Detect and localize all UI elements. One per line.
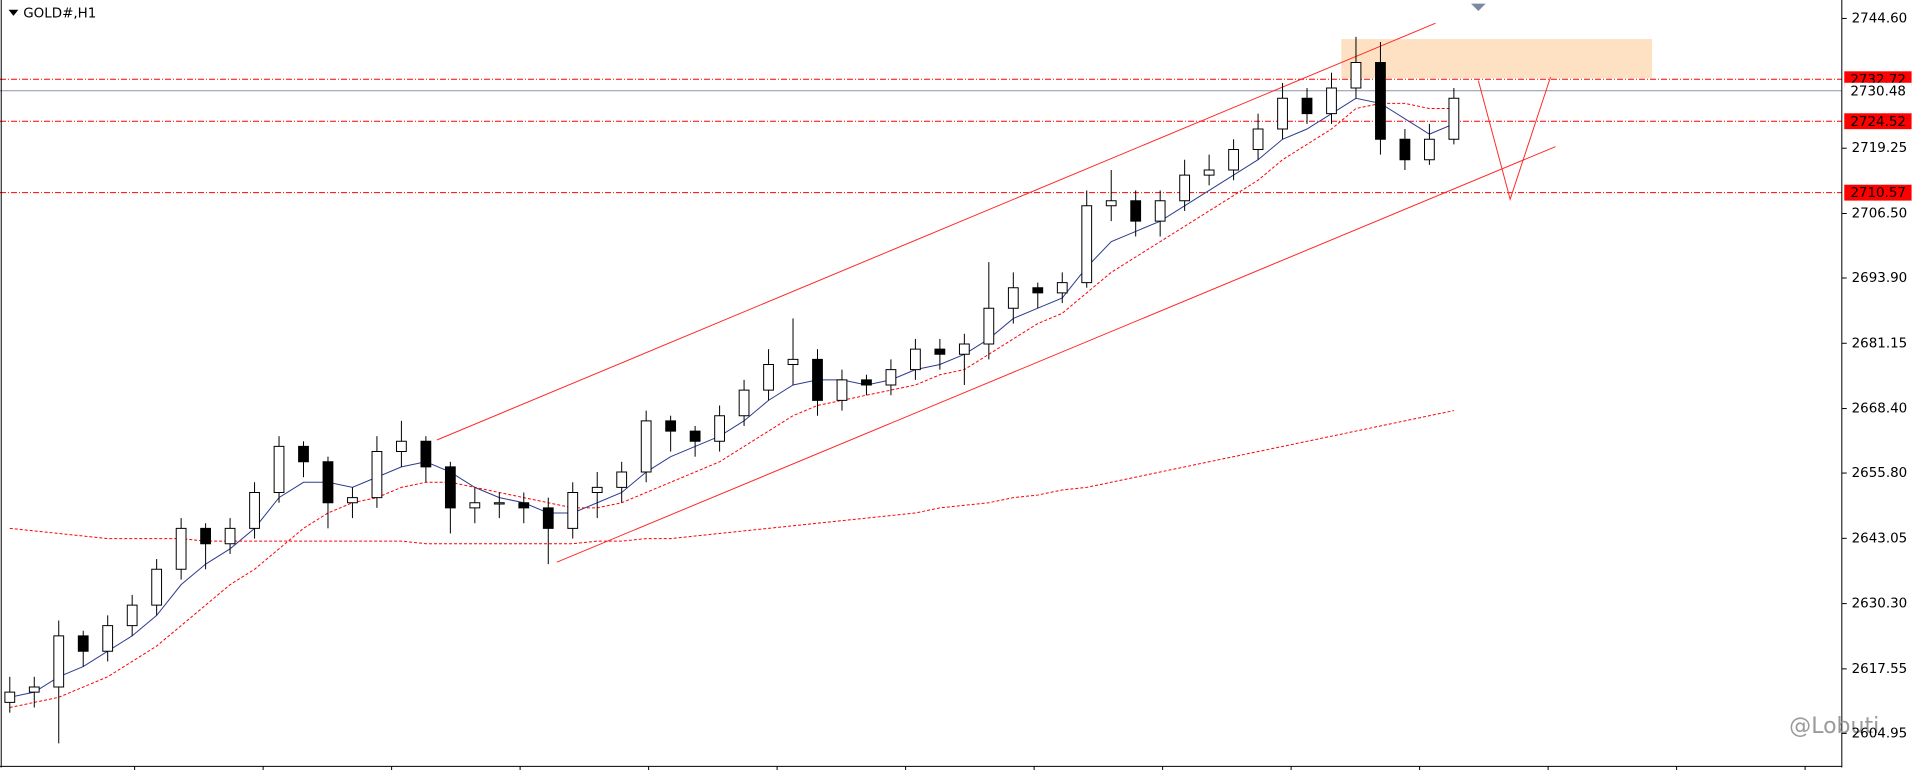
- level-label-box: [1844, 184, 1912, 201]
- zone: [1341, 39, 1653, 79]
- candle-body: [886, 370, 896, 385]
- candle-body: [1449, 98, 1459, 139]
- y-tick-label: 2706.50: [1852, 206, 1908, 221]
- candle-body: [715, 416, 725, 442]
- candle-body: [1033, 288, 1043, 293]
- candle-body: [813, 359, 823, 400]
- candle-body: [1351, 62, 1361, 88]
- candle-body: [250, 493, 260, 529]
- candle-body: [519, 503, 529, 508]
- candle-body: [78, 636, 88, 651]
- y-tick-label: 2630.30: [1852, 597, 1908, 612]
- y-tick-label: 2693.90: [1852, 271, 1908, 286]
- candle-body: [1327, 88, 1337, 114]
- channel-lower: [557, 147, 1556, 563]
- candle-body: [54, 636, 64, 687]
- candle-body: [617, 472, 627, 487]
- candle-body: [1376, 62, 1386, 139]
- moving-average: [10, 103, 1454, 707]
- candle-body: [1425, 139, 1435, 159]
- candle-body: [323, 462, 333, 503]
- candle-body: [127, 605, 137, 625]
- candle-body: [421, 441, 431, 467]
- y-tick-label: 2719.25: [1852, 141, 1908, 156]
- menu-icon: [8, 9, 19, 16]
- candle-body: [201, 528, 211, 543]
- candle-body: [299, 446, 309, 461]
- level-label-box: [1844, 113, 1912, 130]
- y-tick-label: 2617.55: [1852, 662, 1908, 677]
- candle-body: [176, 528, 186, 569]
- projection: [1478, 77, 1550, 199]
- level-label: 2710.57: [1850, 186, 1906, 201]
- candle-body: [225, 528, 235, 543]
- candle-body: [348, 498, 358, 503]
- candle-body: [911, 349, 921, 369]
- candle-body: [568, 493, 578, 529]
- candle-body: [1204, 170, 1214, 175]
- candle-body: [935, 349, 945, 354]
- candle-body: [1082, 206, 1092, 283]
- candle-body: [1008, 288, 1018, 308]
- candle-body: [1302, 98, 1312, 113]
- candle-body: [641, 421, 651, 472]
- watermark: @Lobuti: [1789, 714, 1879, 739]
- channel-upper: [437, 23, 1436, 440]
- candle-body: [764, 365, 774, 391]
- candle-body: [1106, 201, 1116, 206]
- moving-average: [10, 98, 1454, 697]
- candle-body: [984, 308, 994, 344]
- candle-body: [445, 467, 455, 508]
- candle-body: [1131, 201, 1141, 221]
- candle-body: [862, 380, 872, 385]
- candle-body: [470, 503, 480, 508]
- candle-body: [152, 569, 162, 605]
- candle-body: [1229, 149, 1239, 169]
- candle-body: [592, 487, 602, 492]
- candle-body: [1180, 175, 1190, 201]
- moving-average: [10, 411, 1454, 544]
- y-tick-label: 2681.15: [1852, 336, 1908, 351]
- candle-body: [494, 503, 504, 504]
- candle-body: [690, 431, 700, 441]
- candle-body: [1253, 129, 1263, 149]
- candle-body: [1400, 139, 1410, 159]
- y-tick-label: 2668.40: [1852, 402, 1908, 417]
- candle-body: [666, 421, 676, 431]
- candle-body: [837, 380, 847, 400]
- candle-body: [397, 441, 407, 451]
- candle-body: [1155, 201, 1165, 221]
- y-tick-label: 2744.60: [1852, 11, 1908, 26]
- candle-body: [5, 692, 15, 702]
- candle-body: [1278, 98, 1288, 129]
- level-label: 2724.52: [1850, 115, 1906, 130]
- candle-body: [274, 446, 284, 492]
- candle-body: [959, 344, 969, 354]
- y-tick-label: 2604.95: [1852, 726, 1908, 741]
- candle-body: [739, 390, 749, 416]
- series-layer: [0, 79, 1842, 707]
- y-tick-label: 2643.05: [1852, 531, 1908, 546]
- chart-title: GOLD#,H1: [23, 6, 96, 21]
- candle-body: [788, 359, 798, 364]
- y-tick-label: 2655.80: [1852, 466, 1908, 481]
- level-label-box: [1844, 82, 1912, 99]
- candle-body: [103, 626, 113, 652]
- marker: [1471, 3, 1486, 11]
- level-label: 2730.48: [1850, 84, 1906, 99]
- candle-body: [372, 452, 382, 498]
- candle-body: [543, 508, 553, 528]
- candle-body: [29, 687, 39, 692]
- candle-body: [1057, 283, 1067, 293]
